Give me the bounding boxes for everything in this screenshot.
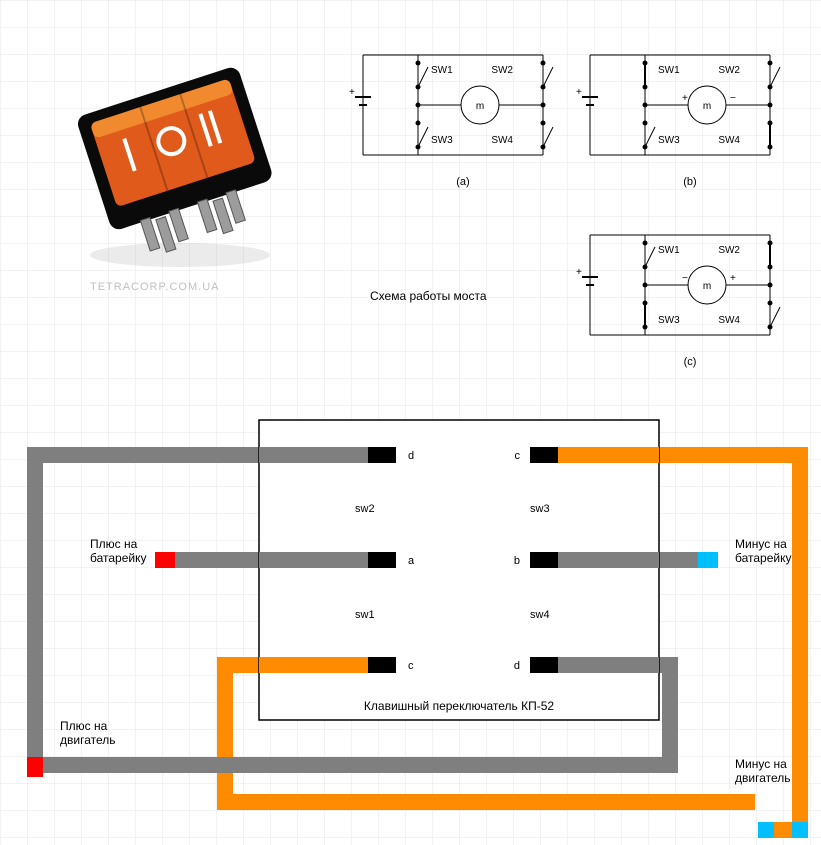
svg-text:b: b [514, 555, 520, 567]
svg-text:sw4: sw4 [530, 609, 550, 621]
svg-text:m: m [703, 101, 711, 112]
switch-title: Клавишный переключатель КП-52 [364, 699, 554, 713]
svg-text:(a): (a) [456, 176, 469, 188]
svg-text:c: c [515, 450, 521, 462]
cap-plus-motor [27, 757, 43, 773]
svg-text:SW4: SW4 [718, 315, 740, 326]
svg-text:sw3: sw3 [530, 503, 550, 515]
watermark: TETRACORP.COM.UA [90, 281, 219, 293]
svg-text:−: − [730, 93, 736, 104]
svg-text:m: m [703, 281, 711, 292]
svg-text:+: + [576, 87, 582, 98]
diagram-svg: TETRACORP.COM.UA + SW1 SW2 [0, 0, 821, 845]
svg-text:+: + [682, 93, 688, 104]
svg-text:+: + [730, 273, 736, 284]
svg-text:m: m [476, 101, 484, 112]
label-plus-batt: Плюс на батарейку [90, 537, 146, 565]
svg-text:SW4: SW4 [718, 135, 740, 146]
svg-text:SW4: SW4 [491, 135, 513, 146]
bridge-caption: Схема работы моста [370, 289, 487, 303]
switch-box [259, 420, 659, 720]
svg-text:SW2: SW2 [491, 65, 513, 76]
svg-text:+: + [576, 267, 582, 278]
cap-plus-batt [155, 552, 175, 568]
svg-text:−: − [682, 273, 688, 284]
svg-text:SW2: SW2 [718, 65, 740, 76]
svg-text:d: d [514, 660, 520, 672]
label-plus-motor: Плюс на двигатель [60, 719, 116, 747]
svg-text:SW3: SW3 [658, 315, 680, 326]
svg-text:a: a [408, 555, 415, 567]
diagram-page: TETRACORP.COM.UA + SW1 SW2 [0, 0, 821, 845]
svg-text:sw1: sw1 [355, 609, 375, 621]
label-minus-motor: Минус на двигатель [735, 757, 791, 785]
svg-text:SW3: SW3 [431, 135, 453, 146]
svg-text:SW3: SW3 [658, 135, 680, 146]
svg-text:(c): (c) [684, 356, 697, 368]
label-minus-batt: Минус на батарейку [735, 537, 791, 565]
cap-minus-batt [698, 552, 718, 568]
svg-text:+: + [349, 87, 355, 98]
svg-text:SW1: SW1 [658, 245, 680, 256]
svg-text:SW1: SW1 [431, 65, 453, 76]
svg-text:SW2: SW2 [718, 245, 740, 256]
svg-text:(b): (b) [683, 176, 696, 188]
svg-text:d: d [408, 450, 414, 462]
svg-text:SW1: SW1 [658, 65, 680, 76]
cap-minus-motor [792, 822, 808, 838]
svg-text:sw2: sw2 [355, 503, 375, 515]
svg-text:c: c [408, 660, 414, 672]
